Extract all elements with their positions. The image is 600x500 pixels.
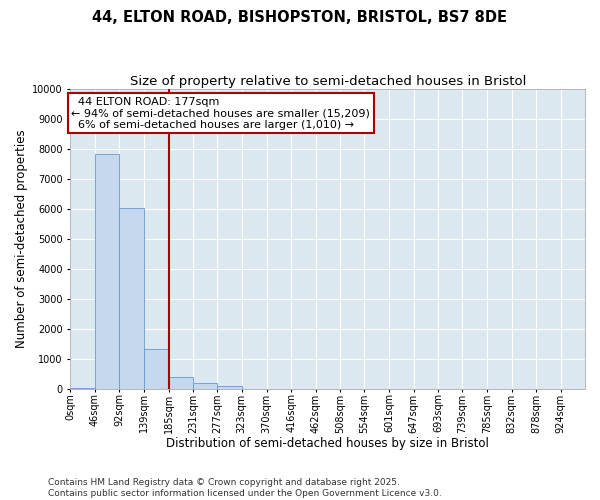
Text: 44 ELTON ROAD: 177sqm
← 94% of semi-detached houses are smaller (15,209)
  6% of: 44 ELTON ROAD: 177sqm ← 94% of semi-deta… [71, 96, 370, 130]
Bar [217, 386, 242, 389]
Title: Size of property relative to semi-detached houses in Bristol: Size of property relative to semi-detach… [130, 75, 526, 88]
X-axis label: Distribution of semi-detached houses by size in Bristol: Distribution of semi-detached houses by … [166, 437, 489, 450]
Bar [70, 388, 95, 389]
Y-axis label: Number of semi-detached properties: Number of semi-detached properties [15, 130, 28, 348]
Bar [193, 384, 217, 389]
Bar [119, 208, 143, 389]
Bar [169, 377, 193, 389]
Text: Contains HM Land Registry data © Crown copyright and database right 2025.
Contai: Contains HM Land Registry data © Crown c… [48, 478, 442, 498]
Bar [144, 348, 169, 389]
Bar [95, 154, 119, 389]
Text: 44, ELTON ROAD, BISHOPSTON, BRISTOL, BS7 8DE: 44, ELTON ROAD, BISHOPSTON, BRISTOL, BS7… [92, 10, 508, 25]
